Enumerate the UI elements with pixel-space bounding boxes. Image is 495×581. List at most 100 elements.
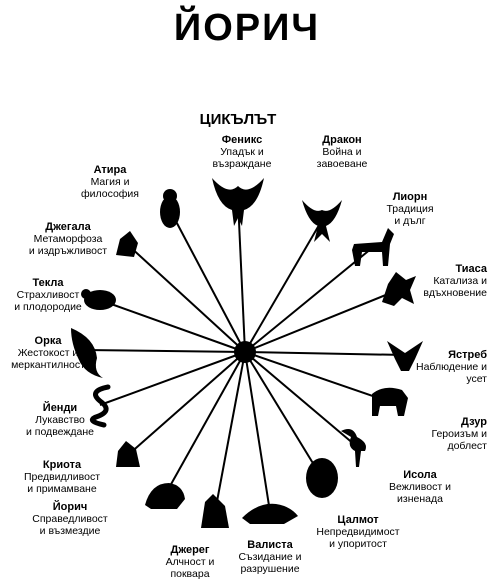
house-description: и издръжливост xyxy=(29,245,107,257)
house-description: изненада xyxy=(397,493,443,505)
vallista-icon xyxy=(242,503,298,524)
chreotha-icon xyxy=(116,441,140,467)
jorich-icon xyxy=(145,483,185,509)
house-description: Наблюдение и xyxy=(416,361,487,373)
house-description: и плодородие xyxy=(14,301,82,313)
house-description: и възмездие xyxy=(40,525,101,537)
house-name: Ястреб xyxy=(448,349,487,361)
house-description: Метаморфоза xyxy=(34,233,103,245)
yendi-icon xyxy=(89,384,111,428)
house-description: Жестокост и xyxy=(18,347,79,359)
spoke-yendi-jorich xyxy=(164,351,246,496)
spoke-chreotha xyxy=(127,351,246,456)
house-description: и дълг xyxy=(394,215,425,227)
issola-icon xyxy=(341,429,366,467)
house-description: Справедливост xyxy=(32,513,108,525)
house-name: Тиаса xyxy=(455,263,487,275)
spoke-athyra xyxy=(169,209,246,353)
dzur-icon xyxy=(372,387,408,416)
house-description: Непредвидимост xyxy=(316,526,399,538)
house-description: и подвеждане xyxy=(26,426,94,438)
cycle-title: ЦИКЪЛЪТ xyxy=(200,111,277,128)
house-description: Предвидливост xyxy=(24,471,100,483)
house-description: Катализа и xyxy=(433,275,487,287)
tsalmoth-icon xyxy=(306,458,338,498)
house-name: Йенди xyxy=(43,401,77,414)
phoenix-icon xyxy=(212,178,264,226)
spoke-jhereg xyxy=(214,351,246,513)
house-description: възраждане xyxy=(213,158,272,170)
spoke-jhereg-hawk xyxy=(244,351,406,356)
spoke-dragon xyxy=(244,219,323,353)
house-name: Валиста xyxy=(247,539,293,551)
orca-icon xyxy=(71,328,103,378)
spoke-tsalmoth xyxy=(244,351,323,479)
hawk-icon xyxy=(387,341,423,371)
spoke-vallista xyxy=(244,351,271,513)
house-name: Цалмот xyxy=(337,514,379,526)
house-description: Традиция xyxy=(386,203,433,215)
house-description: меркантилност xyxy=(11,359,85,371)
teckla-icon xyxy=(81,289,116,310)
house-description: разрушение xyxy=(240,563,299,575)
house-description: Вежливост и xyxy=(389,481,451,493)
spoke-phoenix xyxy=(237,199,246,353)
house-name: Йорич xyxy=(53,500,88,513)
house-description: Упадък и xyxy=(220,146,264,158)
house-description: Героизъм и xyxy=(431,428,487,440)
house-name: Феникс xyxy=(222,134,262,146)
spoke-jhegaala xyxy=(127,244,246,353)
athyra-icon xyxy=(160,189,180,228)
house-description: вдъхновение xyxy=(423,287,487,299)
spoke-teckla xyxy=(99,299,246,353)
house-name: Дзур xyxy=(461,416,487,428)
house-name: Джерег xyxy=(170,544,209,556)
house-description: философия xyxy=(81,188,139,200)
house-description: Война и xyxy=(322,146,361,158)
house-description: Съзидание и xyxy=(238,551,301,563)
house-description: Магия и xyxy=(91,176,130,188)
liorn-icon xyxy=(352,228,394,266)
spoke-orca xyxy=(84,349,246,353)
house-name: Атира xyxy=(94,164,128,176)
house-name: Джегала xyxy=(45,221,91,233)
house-description: поквара xyxy=(170,568,209,580)
house-description: доблест xyxy=(447,440,487,452)
house-name: Орка xyxy=(35,335,63,347)
house-description: и упоритост xyxy=(329,538,387,550)
house-name: Лиорн xyxy=(393,191,428,203)
spoke-issola xyxy=(244,351,356,446)
spoke-dzur xyxy=(244,351,391,403)
house-description: и примамване xyxy=(27,483,97,495)
house-name: Текла xyxy=(32,277,64,289)
house-icons xyxy=(71,178,423,528)
spoke-liorn xyxy=(244,247,373,353)
house-name: Дракон xyxy=(322,134,361,146)
jhereg-icon xyxy=(201,494,229,528)
house-description: Лукавство xyxy=(35,414,85,426)
page-title: ЙОРИЧ xyxy=(174,4,320,49)
spoke-tiassa xyxy=(244,289,399,353)
spoke-yendi xyxy=(99,351,246,406)
house-description: Страхливост xyxy=(17,289,80,301)
dragon-icon xyxy=(302,200,342,242)
